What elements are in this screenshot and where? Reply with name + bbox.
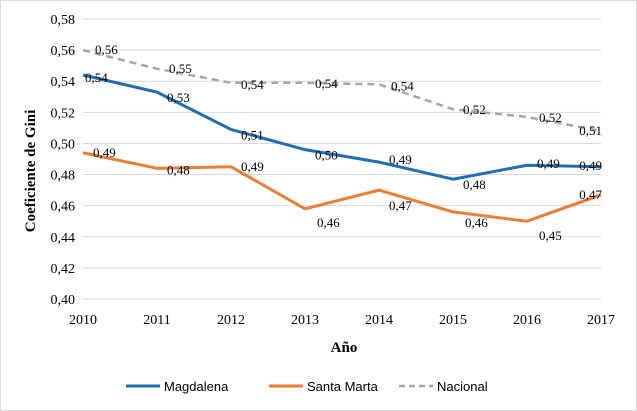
x-tick-label: 2011 [143, 313, 170, 328]
data-label: 0,47 [579, 187, 602, 202]
data-label: 0,54 [391, 78, 414, 93]
x-tick-label: 2012 [217, 313, 245, 328]
x-axis-ticks: 2010 2011 2012 2013 2014 2015 2016 2017 [69, 313, 615, 328]
y-tick-label: 0,52 [51, 106, 76, 121]
y-tick-label: 0,48 [51, 169, 76, 184]
data-label: 0,50 [315, 148, 338, 163]
data-label: 0,52 [463, 102, 486, 117]
y-tick-label: 0,46 [51, 200, 76, 215]
data-label: 0,49 [93, 145, 116, 160]
data-label: 0,54 [85, 70, 108, 85]
y-tick-label: 0,54 [51, 75, 76, 90]
data-label: 0,56 [95, 42, 118, 57]
data-label: 0,49 [579, 158, 602, 173]
data-label: 0,49 [537, 156, 560, 171]
y-axis-ticks: 0,40 0,42 0,44 0,46 0,48 0,50 0,52 0,54 0,56 0,58 [51, 13, 76, 308]
y-tick-label: 0,42 [51, 262, 76, 277]
legend-label: Nacional [437, 379, 488, 394]
series-lines [82, 48, 602, 223]
series-line-nacional [82, 48, 602, 133]
x-tick-label: 2015 [439, 313, 467, 328]
data-label: 0,54 [315, 76, 338, 91]
data-label: 0,46 [465, 215, 488, 230]
legend-label: Santa Marta [307, 379, 379, 394]
y-tick-label: 0,56 [51, 44, 76, 59]
data-label: 0,52 [539, 110, 562, 125]
data-label: 0,47 [389, 198, 412, 213]
y-axis-title: Coeficiente de Gini [23, 110, 39, 232]
y-tick-label: 0,44 [51, 231, 76, 246]
legend-label: Magdalena [164, 379, 229, 394]
data-labels: 0,54 0,53 0,51 0,50 0,49 0,48 0,49 0,49 0,49 0,48… [85, 42, 603, 243]
data-label: 0,49 [389, 152, 412, 167]
x-tick-label: 2013 [291, 313, 319, 328]
legend: Magdalena Santa Marta Nacional [126, 379, 488, 394]
x-tick-label: 2010 [69, 313, 97, 328]
y-tick-label: 0,40 [51, 293, 76, 308]
data-label: 0,51 [241, 127, 264, 142]
x-axis-title: Año [331, 340, 358, 356]
data-label: 0,55 [169, 61, 192, 76]
series-line-magdalena [82, 73, 602, 181]
series-line-santa-marta [82, 151, 602, 223]
data-label: 0,46 [317, 215, 340, 230]
gridlines [83, 18, 601, 300]
data-label: 0,53 [167, 90, 190, 105]
x-tick-label: 2016 [513, 313, 541, 328]
x-tick-label: 2017 [587, 313, 615, 328]
y-tick-label: 0,50 [51, 137, 76, 152]
data-label: 0,49 [241, 159, 264, 174]
data-label: 0,54 [241, 77, 264, 92]
data-label: 0,45 [539, 228, 562, 243]
x-tick-label: 2014 [365, 313, 393, 328]
data-label: 0,48 [167, 162, 190, 177]
data-label: 0,51 [579, 123, 602, 138]
data-label: 0,48 [463, 177, 486, 192]
y-tick-label: 0,58 [51, 13, 76, 28]
